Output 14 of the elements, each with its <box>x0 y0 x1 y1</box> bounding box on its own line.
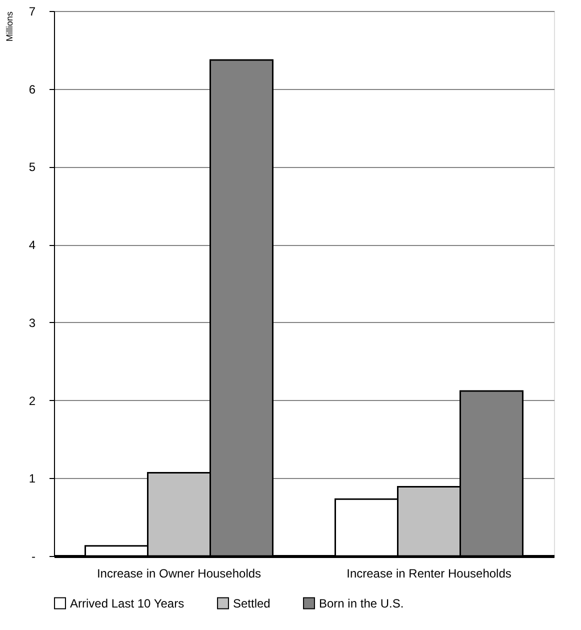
x-tick-label: Increase in Owner Households <box>96 566 262 580</box>
y-tick-label: 3 <box>28 316 36 330</box>
y-tick-label: 1 <box>28 472 36 486</box>
x-tick-label: Increase in Renter Households <box>346 566 512 580</box>
y-tick-label: 6 <box>28 82 36 96</box>
y-tick-label: 7 <box>28 4 36 18</box>
y-tick-label: 5 <box>28 160 36 174</box>
legend-label: Settled <box>233 596 270 610</box>
legend-label: Arrived Last 10 Years <box>70 596 184 610</box>
y-axis-title: Millions <box>4 11 14 42</box>
legend-label: Born in the U.S. <box>319 596 404 610</box>
y-tick-label: 4 <box>28 238 36 252</box>
y-tick-label: 2 <box>28 394 36 408</box>
y-tick-label: - <box>32 550 36 564</box>
